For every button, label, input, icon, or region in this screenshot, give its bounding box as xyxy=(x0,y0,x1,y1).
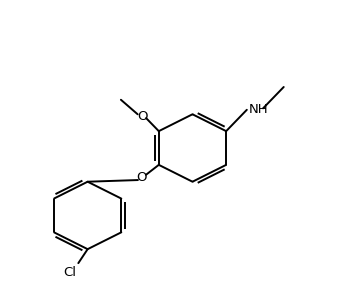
Text: O: O xyxy=(137,110,147,123)
Text: O: O xyxy=(137,170,147,184)
Text: Cl: Cl xyxy=(64,266,77,279)
Text: NH: NH xyxy=(249,103,268,116)
